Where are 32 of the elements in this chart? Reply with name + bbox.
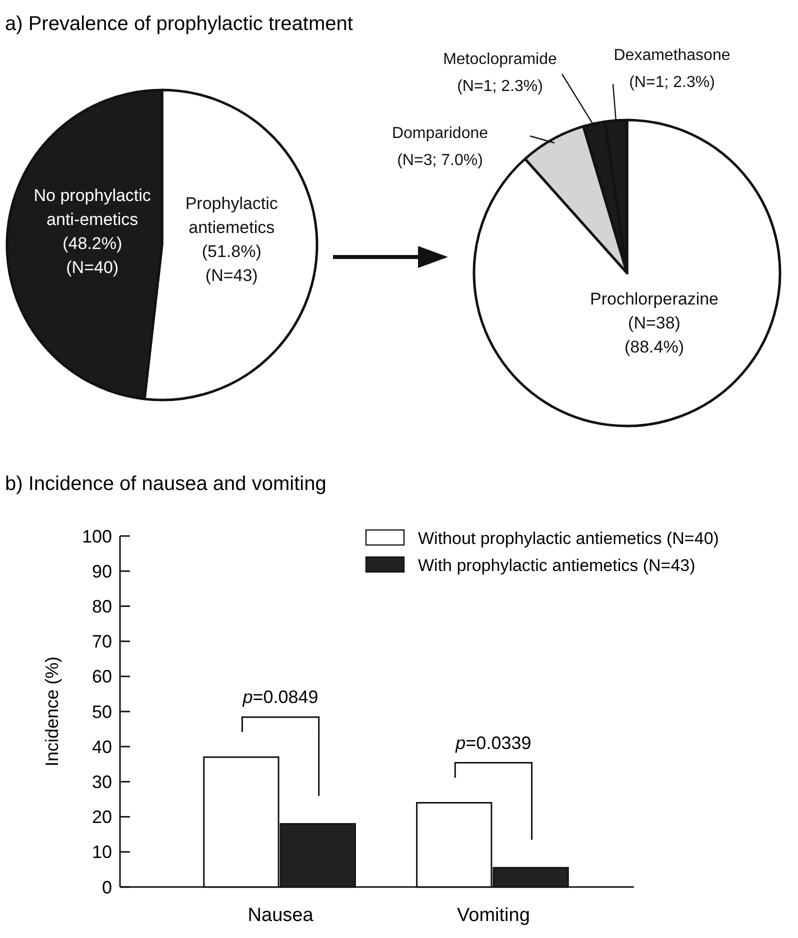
slice-label: No prophylactic anti-emetics (34, 186, 152, 230)
slice-label: Domparidone (392, 125, 488, 142)
y-tick-label: 30 (92, 772, 112, 792)
data-label: (N=38) (88.4%) (624, 313, 684, 356)
slice-label: Prophylactic antiemetics (185, 194, 278, 237)
annotation: p=0.0339 (454, 732, 532, 753)
data-label: (N=3; 7.0%) (397, 152, 483, 169)
data-label: (48.2%) (N=40) (62, 234, 122, 278)
y-tick-label: 40 (92, 736, 112, 757)
chart-title: a) Prevalence of prophylactic treatment (5, 13, 354, 35)
y-axis-title: Incidence (%) (42, 656, 62, 767)
y-tick-label: 90 (92, 561, 112, 582)
data-label: (51.8%) (N=43) (202, 242, 262, 285)
annotation: p=0.0849 (242, 687, 318, 708)
x-tick-label: Nausea (248, 905, 314, 926)
y-tick-label: 80 (92, 596, 112, 616)
slice-label: Prochlorperazine (590, 289, 719, 308)
y-tick-label: 10 (92, 842, 112, 862)
y-tick-label: 50 (92, 702, 112, 722)
y-tick-label: 60 (92, 666, 112, 687)
data-label: (N=1; 2.3%) (629, 74, 715, 91)
chart-title: b) Incidence of nausea and vomiting (5, 473, 326, 495)
y-tick-label: 20 (92, 807, 112, 828)
legend-label: Without prophylactic antiemetics (N=40) (418, 528, 719, 548)
x-tick-label: Vomiting (457, 905, 530, 926)
y-tick-label: 70 (92, 632, 112, 652)
data-label: (N=1; 2.3%) (457, 78, 543, 95)
slice-label: Dexamethasone (614, 47, 730, 64)
y-tick-label: 100 (82, 526, 112, 546)
slice-label: Metoclopramide (443, 51, 558, 68)
y-tick-label: 0 (102, 877, 112, 898)
legend-label: With prophylactic antiemetics (N=43) (418, 556, 696, 575)
